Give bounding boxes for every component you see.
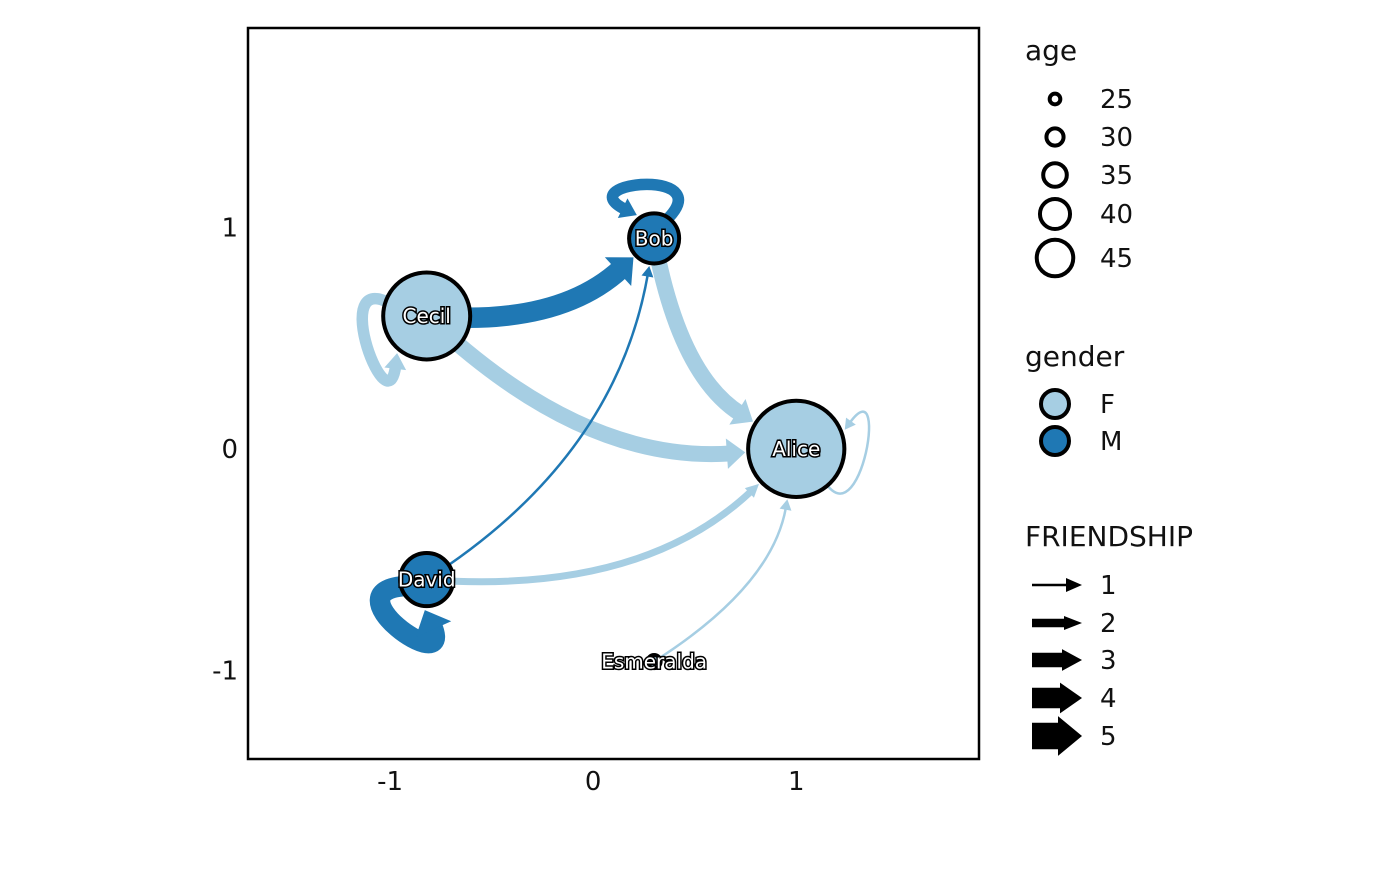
y-tick-label: -1 bbox=[212, 656, 238, 686]
y-tick-label: 1 bbox=[221, 213, 238, 243]
legend-age-key bbox=[1047, 91, 1063, 107]
node-labels-layer: Alice Bob Cecil David Esmeralda bbox=[396, 225, 821, 675]
edge-arrowhead bbox=[415, 610, 452, 638]
node-label-alice: Alice bbox=[772, 437, 820, 461]
legend-friendship: 1 2 3 4 5 bbox=[1032, 571, 1117, 756]
edge-line bbox=[646, 230, 749, 422]
legend-gender-key bbox=[1039, 425, 1071, 457]
x-tick-label: 1 bbox=[788, 767, 805, 797]
edge-line bbox=[425, 273, 650, 581]
node-david[interactable] bbox=[398, 551, 456, 609]
edges-layer bbox=[356, 178, 871, 663]
plot-panel-border bbox=[246, 26, 981, 761]
legend-age-title: age bbox=[1025, 34, 1077, 67]
edge-arrowhead bbox=[617, 198, 637, 218]
legend-age: 25 30 35 40 45 bbox=[1034, 85, 1133, 279]
legend-friendship-label: 4 bbox=[1100, 684, 1117, 714]
node-esmeralda[interactable] bbox=[645, 652, 663, 671]
edge-arrowhead bbox=[384, 353, 407, 371]
legend-friendship-arrowhead bbox=[1060, 682, 1082, 714]
edge-alice-alice bbox=[816, 410, 871, 495]
node-label-esmeralda: Esmeralda bbox=[601, 650, 707, 674]
node-alice[interactable] bbox=[746, 398, 847, 499]
legend-gender-key bbox=[1039, 388, 1071, 420]
y-tick-label: 0 bbox=[221, 435, 238, 465]
legend-friendship-label: 2 bbox=[1100, 609, 1117, 639]
edge-bob-alice bbox=[646, 230, 753, 425]
legend-age-key bbox=[1041, 161, 1069, 189]
legend-friendship-label: 5 bbox=[1100, 722, 1117, 752]
x-tick-label: 0 bbox=[585, 767, 602, 797]
legend-gender-label: F bbox=[1100, 390, 1115, 420]
legend-age-label: 45 bbox=[1100, 244, 1133, 274]
legend-gender-label: M bbox=[1100, 427, 1122, 457]
edge-cecil-cecil bbox=[356, 292, 407, 387]
edge-arrowhead bbox=[779, 499, 792, 511]
legend-age-label: 25 bbox=[1100, 85, 1133, 115]
edge-arrowhead bbox=[641, 266, 654, 278]
edge-esmeralda-alice bbox=[652, 499, 792, 663]
edge-david-bob bbox=[425, 266, 654, 581]
legend-gender: FM bbox=[1039, 388, 1122, 457]
node-cecil[interactable] bbox=[381, 270, 473, 362]
edge-line bbox=[606, 178, 684, 231]
node-label-cecil: Cecil bbox=[402, 304, 450, 328]
legend-friendship-arrowhead bbox=[1062, 649, 1082, 671]
edge-arrowhead bbox=[725, 438, 746, 469]
edge-cecil-alice bbox=[418, 307, 746, 469]
legend-friendship-arrowhead bbox=[1058, 716, 1082, 756]
edge-david-alice bbox=[423, 483, 760, 586]
legend-age-label: 40 bbox=[1100, 200, 1133, 230]
legend-friendship-label: 3 bbox=[1100, 646, 1117, 676]
edge-line bbox=[356, 292, 407, 387]
node-bob[interactable] bbox=[627, 211, 682, 266]
legend-friendship-arrowhead bbox=[1064, 616, 1082, 630]
legend-friendship-label: 1 bbox=[1100, 571, 1117, 601]
edge-arrowhead bbox=[844, 417, 856, 430]
edge-arrowhead bbox=[604, 257, 634, 286]
legend-friendship-arrowhead bbox=[1066, 578, 1082, 592]
edge-line bbox=[418, 307, 739, 463]
edge-line bbox=[816, 410, 871, 495]
edge-bob-bob bbox=[606, 178, 684, 231]
legend-age-key bbox=[1034, 237, 1076, 279]
edge-arrowhead bbox=[744, 483, 760, 498]
edge-line bbox=[423, 487, 755, 586]
x-tick-label: -1 bbox=[377, 767, 403, 797]
edge-david-david bbox=[369, 575, 452, 654]
node-label-david: David bbox=[398, 568, 456, 592]
legend-age-label: 30 bbox=[1100, 123, 1133, 153]
node-label-bob: Bob bbox=[635, 226, 674, 250]
edge-line bbox=[369, 575, 445, 654]
edge-line bbox=[652, 506, 788, 663]
legend-friendship-title: FRIENDSHIP bbox=[1025, 520, 1193, 553]
edge-arrowhead bbox=[729, 398, 753, 425]
legend-age-key bbox=[1037, 196, 1073, 232]
nodes-layer bbox=[381, 211, 847, 671]
legend-gender-title: gender bbox=[1025, 340, 1125, 373]
legend-age-label: 35 bbox=[1100, 161, 1133, 191]
legend-age-key bbox=[1044, 126, 1066, 148]
axes-layer: -1 0 1 -1 0 1 bbox=[212, 213, 804, 797]
